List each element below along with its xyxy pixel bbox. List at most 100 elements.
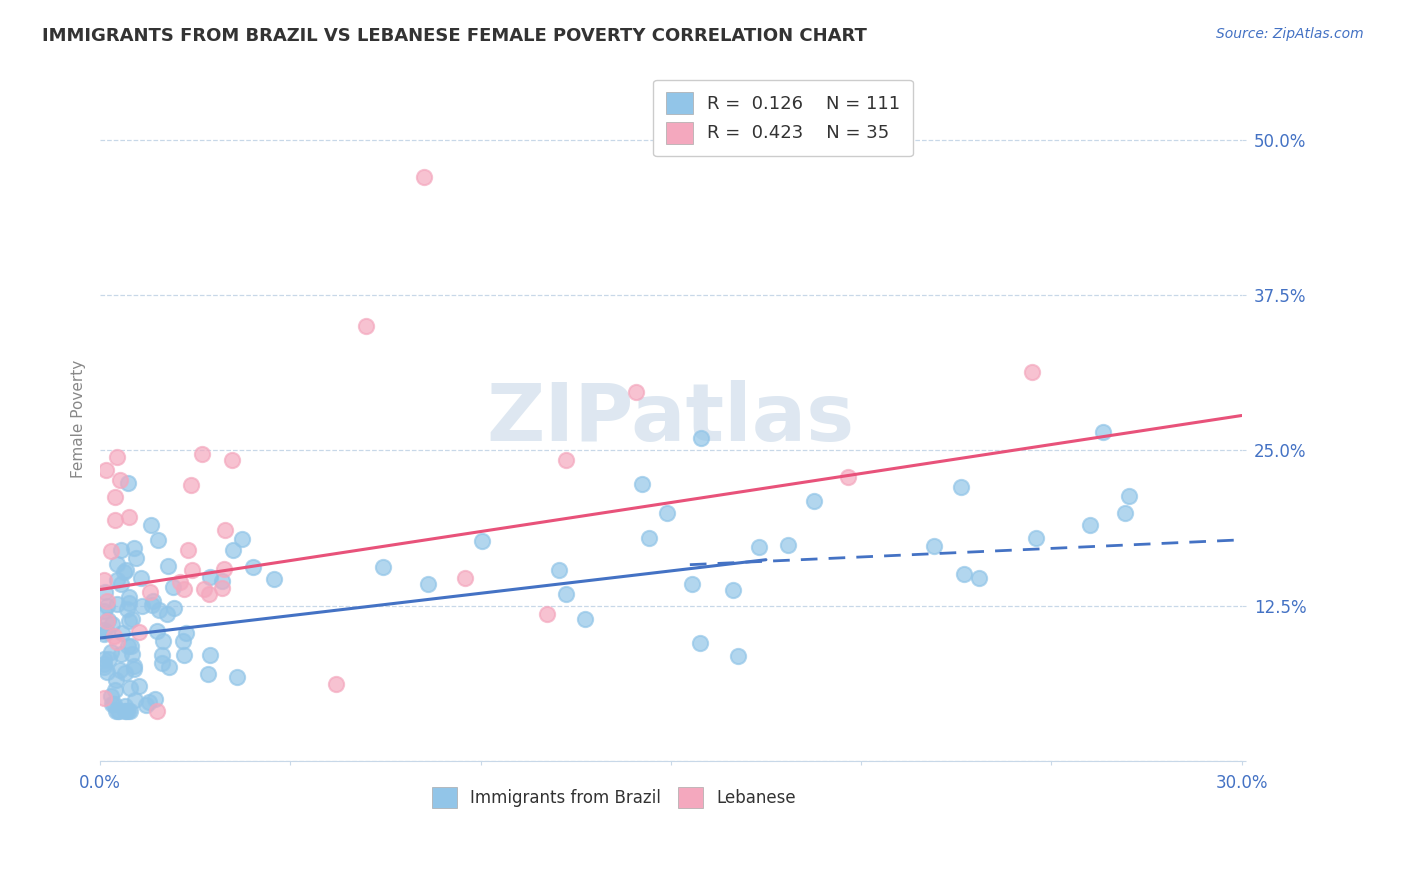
- Point: [1114, 506, 1136, 520]
- Point: [124, 693, 146, 707]
- Point: [139, 518, 162, 533]
- Point: [114, 704, 136, 718]
- Point: [118, 614, 141, 628]
- Point: [108, 663, 131, 677]
- Point: [117, 639, 139, 653]
- Point: [108, 704, 131, 718]
- Point: [689, 636, 711, 650]
- Point: [197, 667, 219, 681]
- Point: [107, 704, 129, 718]
- Point: [94, 463, 117, 477]
- Point: [156, 607, 179, 621]
- Point: [93, 657, 115, 671]
- Point: [221, 543, 243, 558]
- Point: [221, 453, 243, 467]
- Point: [110, 647, 132, 661]
- Point: [211, 582, 233, 596]
- Point: [1021, 365, 1043, 379]
- Point: [139, 585, 162, 599]
- Point: [554, 587, 576, 601]
- Point: [117, 601, 139, 615]
- Point: [181, 563, 204, 577]
- Point: [226, 670, 249, 684]
- Point: [108, 473, 131, 487]
- Point: [1025, 531, 1047, 545]
- Point: [555, 453, 578, 467]
- Point: [655, 506, 678, 520]
- Point: [120, 681, 142, 695]
- Point: [125, 550, 148, 565]
- Point: [122, 541, 145, 555]
- Point: [373, 560, 395, 574]
- Point: [356, 319, 378, 334]
- Point: [198, 648, 221, 662]
- Point: [104, 683, 127, 698]
- Point: [93, 623, 115, 637]
- Point: [150, 657, 173, 671]
- Point: [104, 673, 127, 687]
- Point: [148, 603, 170, 617]
- Point: [212, 562, 235, 576]
- Point: [172, 634, 194, 648]
- Point: [949, 480, 972, 494]
- Point: [412, 169, 434, 184]
- Point: [115, 563, 138, 577]
- Point: [242, 560, 264, 574]
- Point: [121, 612, 143, 626]
- Point: [97, 613, 120, 627]
- Point: [141, 598, 163, 612]
- Point: [118, 596, 141, 610]
- Point: [104, 490, 127, 504]
- Y-axis label: Female Poverty: Female Poverty: [72, 360, 86, 478]
- Point: [837, 470, 859, 484]
- Point: [727, 649, 749, 664]
- Point: [96, 594, 118, 608]
- Point: [93, 691, 115, 706]
- Point: [231, 532, 253, 546]
- Point: [191, 447, 214, 461]
- Point: [93, 604, 115, 618]
- Point: [193, 582, 215, 597]
- Point: [145, 624, 167, 639]
- Point: [416, 577, 439, 591]
- Point: [138, 695, 160, 709]
- Point: [967, 571, 990, 585]
- Point: [574, 612, 596, 626]
- Point: [121, 647, 143, 661]
- Point: [93, 627, 115, 641]
- Point: [924, 539, 946, 553]
- Point: [162, 580, 184, 594]
- Point: [803, 493, 825, 508]
- Point: [163, 601, 186, 615]
- Point: [118, 509, 141, 524]
- Point: [157, 559, 180, 574]
- Point: [100, 544, 122, 558]
- Point: [96, 665, 118, 679]
- Point: [101, 697, 124, 711]
- Point: [96, 624, 118, 639]
- Point: [624, 384, 647, 399]
- Point: [128, 624, 150, 639]
- Point: [263, 572, 285, 586]
- Point: [105, 450, 128, 465]
- Point: [104, 513, 127, 527]
- Point: [105, 704, 128, 718]
- Point: [105, 557, 128, 571]
- Point: [173, 648, 195, 663]
- Point: [150, 648, 173, 663]
- Point: [103, 630, 125, 644]
- Point: [93, 659, 115, 673]
- Point: [117, 590, 139, 604]
- Point: [100, 690, 122, 704]
- Point: [681, 577, 703, 591]
- Point: [96, 599, 118, 614]
- Point: [114, 665, 136, 680]
- Point: [176, 542, 198, 557]
- Point: [776, 538, 799, 552]
- Point: [128, 679, 150, 693]
- Text: IMMIGRANTS FROM BRAZIL VS LEBANESE FEMALE POVERTY CORRELATION CHART: IMMIGRANTS FROM BRAZIL VS LEBANESE FEMAL…: [42, 27, 868, 45]
- Point: [117, 475, 139, 490]
- Point: [638, 531, 661, 545]
- Point: [117, 704, 139, 718]
- Point: [118, 704, 141, 718]
